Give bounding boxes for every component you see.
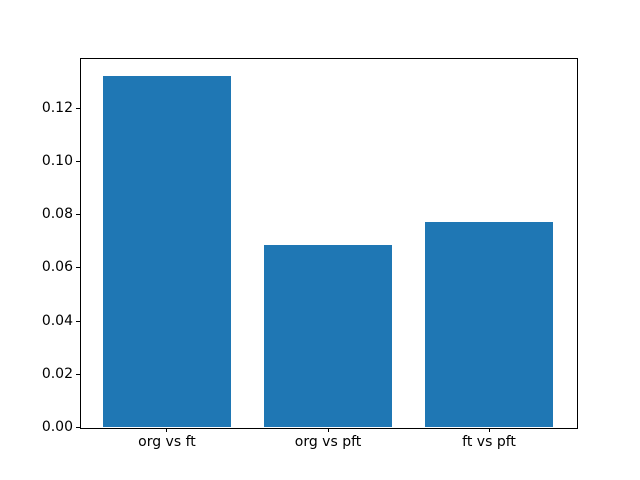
bar-org-vs-ft bbox=[102, 75, 232, 427]
x-tick-label: org vs ft bbox=[138, 434, 196, 450]
bar-org-vs-pft bbox=[263, 244, 393, 427]
y-tick-mark bbox=[76, 427, 80, 428]
x-tick-mark bbox=[488, 428, 490, 432]
x-tick-mark bbox=[166, 428, 168, 432]
y-tick-label: 0.00 bbox=[41, 419, 73, 435]
y-tick-mark bbox=[76, 267, 80, 269]
y-tick-label: 0.04 bbox=[41, 312, 73, 329]
y-tick-label: 0.12 bbox=[41, 99, 73, 116]
y-tick-label: 0.08 bbox=[41, 206, 73, 222]
y-tick-mark bbox=[76, 107, 80, 109]
x-tick-label: org vs pft bbox=[294, 434, 362, 450]
y-tick-label: 0.02 bbox=[41, 365, 73, 382]
bar-ft-vs-pft bbox=[424, 222, 554, 427]
y-tick-mark bbox=[76, 214, 80, 215]
y-tick-label: 0.06 bbox=[41, 259, 73, 276]
x-tick-mark bbox=[327, 428, 329, 432]
y-tick-mark bbox=[76, 160, 80, 162]
y-tick-mark bbox=[76, 373, 80, 375]
x-tick-label: ft vs pft bbox=[462, 434, 516, 450]
y-tick-mark bbox=[76, 320, 80, 322]
y-tick-label: 0.10 bbox=[41, 152, 73, 169]
